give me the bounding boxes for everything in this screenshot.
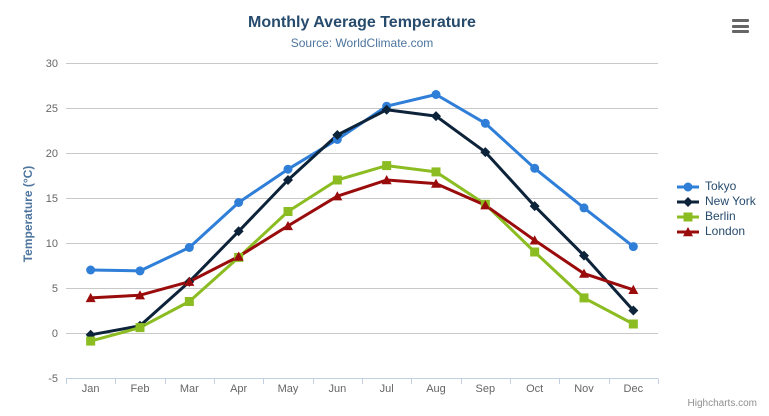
hamburger-icon-bar <box>732 19 749 22</box>
berlin-point-mar[interactable] <box>184 297 194 306</box>
tokyo-point-feb[interactable] <box>135 266 145 276</box>
series-line-london <box>89 178 635 300</box>
y-axis-label: -5 <box>48 373 58 385</box>
x-axis-label: Feb <box>131 383 150 395</box>
legend-item-berlin[interactable]: Berlin <box>676 209 756 224</box>
london-point-jul[interactable] <box>381 175 392 185</box>
new-york-point-may[interactable] <box>283 175 293 185</box>
berlin-point-feb[interactable] <box>135 323 145 333</box>
y-axis-label: 15 <box>46 193 58 205</box>
london-point-feb[interactable] <box>135 290 145 300</box>
x-axis-label: Jul <box>380 383 394 395</box>
berlin-point-oct[interactable] <box>530 247 540 257</box>
legend: Tokyo New York Berlin London <box>676 179 756 239</box>
context-menu-button[interactable] <box>730 17 752 35</box>
new-york-point-apr[interactable] <box>233 226 244 237</box>
y-axis-label: 20 <box>46 148 58 160</box>
london-point-nov[interactable] <box>579 268 589 278</box>
legend-label: London <box>705 224 746 238</box>
tokyo-point-dec[interactable] <box>628 242 638 252</box>
tokyo-point-may[interactable] <box>283 164 293 174</box>
y-axis-label: 10 <box>46 238 58 250</box>
new-york-point-jun[interactable] <box>332 130 343 140</box>
x-axis-label: Apr <box>230 383 247 395</box>
legend-symbol <box>683 196 693 207</box>
x-axis-label: Jan <box>82 383 100 395</box>
y-axis-label: 25 <box>46 103 58 115</box>
berlin-point-jul[interactable] <box>382 161 392 171</box>
series-line-berlin <box>89 164 635 343</box>
legend-label: Berlin <box>705 209 736 223</box>
legend-marker-tokyo <box>677 182 699 191</box>
new-york-point-nov[interactable] <box>579 250 589 261</box>
tokyo-point-mar[interactable] <box>184 243 194 252</box>
berlin-point-aug[interactable] <box>431 167 441 177</box>
new-york-point-aug[interactable] <box>431 111 441 122</box>
tokyo-point-aug[interactable] <box>431 90 441 99</box>
credits-link[interactable]: Highcharts.com <box>687 398 757 409</box>
tokyo-point-jan[interactable] <box>86 265 96 275</box>
legend-item-london[interactable]: London <box>676 224 756 239</box>
legend-label: Tokyo <box>705 179 737 193</box>
tokyo-point-oct[interactable] <box>530 163 540 173</box>
london-point-jun[interactable] <box>332 191 343 201</box>
london-point-may[interactable] <box>283 220 293 231</box>
london-point-dec[interactable] <box>628 284 639 294</box>
london-point-jan[interactable] <box>85 292 96 303</box>
x-axis-label: Nov <box>574 383 594 395</box>
new-york-point-sep[interactable] <box>480 147 491 158</box>
legend-label: New York <box>705 194 756 208</box>
new-york-point-jul[interactable] <box>381 104 392 115</box>
series-line-new-york <box>89 108 635 337</box>
london-point-aug[interactable] <box>431 178 441 188</box>
legend-item-tokyo[interactable]: Tokyo <box>676 179 756 194</box>
tokyo-point-apr[interactable] <box>234 198 244 207</box>
berlin-point-jun[interactable] <box>332 175 342 185</box>
berlin-point-nov[interactable] <box>579 293 589 303</box>
y-axis-label: 0 <box>52 328 58 340</box>
x-axis-label: Jun <box>328 383 346 395</box>
legend-symbol <box>683 226 693 236</box>
x-axis-label: Sep <box>476 383 496 395</box>
hamburger-icon-bar <box>732 24 749 28</box>
hamburger-icon-bar <box>732 30 749 33</box>
new-york-point-oct[interactable] <box>529 201 540 212</box>
chart-title: Monthly Average Temperature <box>248 14 476 31</box>
berlin-point-dec[interactable] <box>628 319 638 329</box>
legend-marker-london <box>677 226 699 236</box>
legend-symbol <box>683 182 693 191</box>
london-point-apr[interactable] <box>233 251 244 261</box>
london-point-oct[interactable] <box>529 235 540 245</box>
y-axis-label: 30 <box>46 58 58 70</box>
y-axis-label: 5 <box>52 283 58 295</box>
tokyo-point-sep[interactable] <box>480 118 490 128</box>
x-axis-label: Aug <box>426 383 446 395</box>
berlin-point-may[interactable] <box>283 207 293 216</box>
london-point-mar[interactable] <box>184 276 195 286</box>
y-axis-title-text: Temperature (°C) <box>21 165 35 263</box>
legend-symbol <box>683 212 693 221</box>
x-axis-label: Dec <box>624 383 644 395</box>
london-point-sep[interactable] <box>480 200 491 210</box>
x-axis-label: Mar <box>180 383 199 395</box>
chart-subtitle: Source: WorldClimate.com <box>290 36 434 50</box>
tokyo-point-nov[interactable] <box>579 203 589 213</box>
berlin-point-jan[interactable] <box>86 336 96 346</box>
legend-marker-new-york <box>677 196 699 207</box>
x-axis-label: Oct <box>526 383 543 395</box>
legend-marker-berlin <box>677 212 699 221</box>
legend-item-new-york[interactable]: New York <box>676 194 756 209</box>
x-axis-label: May <box>278 383 299 395</box>
new-york-point-dec[interactable] <box>628 305 639 316</box>
